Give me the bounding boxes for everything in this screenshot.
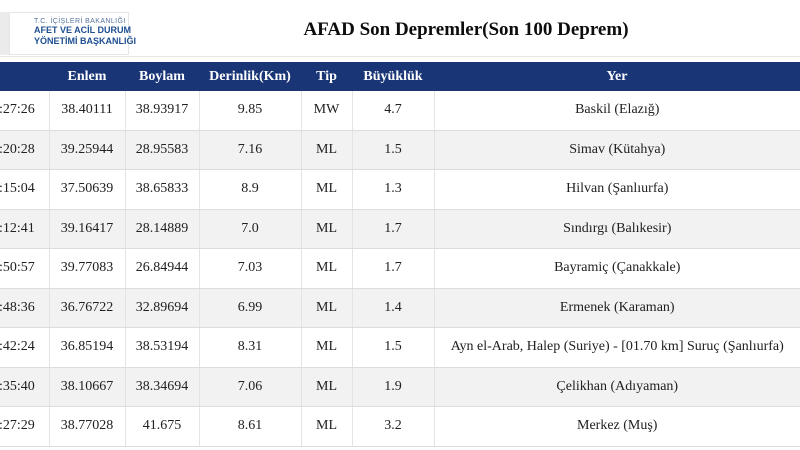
table-row: :12:41 39.16417 28.14889 7.0 ML 1.7 Sınd… [0,209,800,249]
depth-cell: 7.03 [199,248,302,289]
table-row: :42:24 36.85194 38.53194 8.31 ML 1.5 Ayn… [0,327,800,368]
logo-edge-strip [0,12,9,55]
magnitude-cell: 1.3 [352,169,435,210]
table-row: :27:29 38.77028 41.675 8.61 ML 3.2 Merke… [0,406,800,447]
type-cell: ML [301,288,353,328]
depth-cell: 7.0 [199,209,302,249]
depth-cell: 8.31 [199,327,302,368]
header-divider [0,56,800,57]
depth-cell: 8.61 [199,406,302,447]
longitude-cell: 28.14889 [125,209,200,249]
latitude-cell: 36.85194 [49,327,126,368]
location-cell: Baskil (Elazığ) [434,91,800,131]
time-cell: :42:24 [0,327,50,368]
magnitude-cell: 1.7 [352,209,435,249]
page-header: T.C. İÇİŞLERİ BAKANLIĞI AFET VE ACİL DUR… [0,0,800,56]
type-cell: ML [301,130,353,170]
earthquake-table: ) Enlem Boylam Derinlik(Km) Tip Büyüklük… [0,62,800,447]
afad-logo: T.C. İÇİŞLERİ BAKANLIĞI AFET VE ACİL DUR… [9,12,137,55]
logo-agency-line-2: YÖNETİMİ BAŞKANLIĞI [34,36,137,46]
location-cell: Hilvan (Şanlıurfa) [434,169,800,210]
location-cell: Bayramiç (Çanakkale) [434,248,800,289]
table-row: :50:57 39.77083 26.84944 7.03 ML 1.7 Bay… [0,248,800,289]
magnitude-cell: 1.5 [352,130,435,170]
table-row: :48:36 36.76722 32.89694 6.99 ML 1.4 Erm… [0,288,800,328]
latitude-cell: 39.25944 [49,130,126,170]
depth-cell: 7.16 [199,130,302,170]
latitude-cell: 36.76722 [49,288,126,328]
time-cell: :27:29 [0,406,50,447]
latitude-cell: 39.77083 [49,248,126,289]
time-cell: :12:41 [0,209,50,249]
latitude-cell: 37.50639 [49,169,126,210]
type-cell: ML [301,248,353,289]
time-cell: :27:26 [0,91,50,131]
table-row: :15:04 37.50639 38.65833 8.9 ML 1.3 Hilv… [0,169,800,210]
logo-ministry-line: T.C. İÇİŞLERİ BAKANLIĞI [34,18,126,25]
magnitude-cell: 1.9 [352,367,435,407]
longitude-cell: 38.53194 [125,327,200,368]
type-cell: MW [301,91,353,131]
latitude-cell: 38.10667 [49,367,126,407]
depth-cell: 6.99 [199,288,302,328]
page-title: AFAD Son Depremler(Son 100 Deprem) [303,19,629,40]
col-header-type: Tip [301,62,352,91]
col-header-magnitude: Büyüklük [352,62,434,91]
magnitude-cell: 1.7 [352,248,435,289]
latitude-cell: 38.40111 [49,91,126,131]
type-cell: ML [301,209,353,249]
col-header-depth: Derinlik(Km) [199,62,301,91]
type-cell: ML [301,367,353,407]
type-cell: ML [301,327,353,368]
table-header-row: ) Enlem Boylam Derinlik(Km) Tip Büyüklük… [0,62,800,91]
time-cell: :50:57 [0,248,50,289]
logo-agency-line-1: AFET VE ACİL DURUM [34,25,132,35]
time-cell: :35:40 [0,367,50,407]
type-cell: ML [301,406,353,447]
location-cell: Ermenek (Karaman) [434,288,800,328]
table-row: :35:40 38.10667 38.34694 7.06 ML 1.9 Çel… [0,367,800,407]
col-header-date-clipped: ) [0,62,49,91]
time-cell: :20:28 [0,130,50,170]
longitude-cell: 28.95583 [125,130,200,170]
type-cell: ML [301,169,353,210]
longitude-cell: 38.65833 [125,169,200,210]
depth-cell: 7.06 [199,367,302,407]
location-cell: Merkez (Muş) [434,406,800,447]
location-cell: Çelikhan (Adıyaman) [434,367,800,407]
longitude-cell: 38.93917 [125,91,200,131]
table-row: :20:28 39.25944 28.95583 7.16 ML 1.5 Sim… [0,130,800,170]
col-header-latitude: Enlem [49,62,125,91]
longitude-cell: 41.675 [125,406,200,447]
longitude-cell: 38.34694 [125,367,200,407]
col-header-longitude: Boylam [125,62,199,91]
col-header-location: Yer [434,62,800,91]
location-cell: Sındırgı (Balıkesir) [434,209,800,249]
table-row: :27:26 38.40111 38.93917 9.85 MW 4.7 Bas… [0,91,800,131]
location-cell: Ayn el-Arab, Halep (Suriye) - [01.70 km]… [434,327,800,368]
magnitude-cell: 1.4 [352,288,435,328]
longitude-cell: 32.89694 [125,288,200,328]
time-cell: :15:04 [0,169,50,210]
location-cell: Simav (Kütahya) [434,130,800,170]
magnitude-cell: 3.2 [352,406,435,447]
longitude-cell: 26.84944 [125,248,200,289]
latitude-cell: 38.77028 [49,406,126,447]
latitude-cell: 39.16417 [49,209,126,249]
magnitude-cell: 4.7 [352,91,435,131]
time-cell: :48:36 [0,288,50,328]
depth-cell: 9.85 [199,91,302,131]
depth-cell: 8.9 [199,169,302,210]
magnitude-cell: 1.5 [352,327,435,368]
